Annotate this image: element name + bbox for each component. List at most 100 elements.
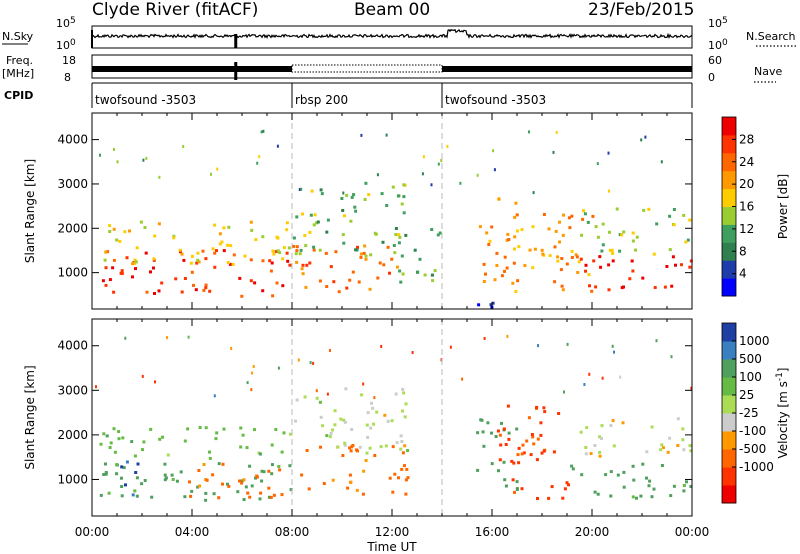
data-cell bbox=[281, 284, 285, 288]
data-cell bbox=[490, 225, 494, 229]
data-cell bbox=[260, 130, 263, 134]
data-cell bbox=[140, 482, 144, 486]
data-cell bbox=[326, 392, 329, 396]
data-cell bbox=[112, 227, 116, 231]
data-cell bbox=[289, 488, 293, 492]
data-cell bbox=[287, 246, 291, 250]
data-cell bbox=[630, 259, 634, 263]
data-cell bbox=[107, 491, 111, 495]
data-cell bbox=[295, 245, 299, 249]
data-cell bbox=[216, 167, 219, 171]
data-cell bbox=[583, 212, 587, 216]
cpid-segment-label: twofsound -3503 bbox=[445, 93, 546, 107]
data-cell bbox=[436, 233, 440, 237]
data-cell bbox=[250, 484, 254, 488]
data-cell bbox=[342, 241, 346, 245]
data-cell bbox=[226, 482, 229, 486]
data-cell bbox=[261, 259, 265, 263]
data-cell bbox=[312, 361, 315, 365]
data-cell bbox=[196, 258, 200, 262]
data-cell bbox=[113, 147, 115, 151]
data-cell bbox=[685, 480, 688, 484]
data-cell bbox=[183, 495, 187, 499]
data-cell bbox=[589, 452, 593, 455]
data-cell bbox=[653, 286, 657, 289]
data-cell bbox=[197, 469, 201, 472]
data-cell bbox=[513, 235, 517, 239]
data-cell bbox=[116, 160, 119, 164]
data-cell bbox=[655, 222, 659, 226]
data-cell bbox=[482, 444, 486, 448]
data-cell bbox=[211, 473, 215, 477]
data-cell bbox=[361, 492, 365, 496]
y-axis-label: Slant Range [km] bbox=[23, 365, 37, 469]
colorbar-segment bbox=[722, 413, 736, 432]
data-cell bbox=[152, 258, 156, 262]
data-cell bbox=[228, 262, 232, 266]
data-cell bbox=[99, 442, 103, 446]
data-cell bbox=[402, 183, 406, 187]
data-cell bbox=[682, 448, 686, 452]
data-cell bbox=[285, 228, 289, 232]
data-cell bbox=[404, 478, 408, 482]
data-cell bbox=[600, 436, 603, 440]
data-cell bbox=[413, 248, 417, 252]
x-tick-label: 00:00 bbox=[75, 525, 110, 539]
data-cell bbox=[613, 350, 615, 354]
data-cell bbox=[240, 479, 244, 483]
data-cell bbox=[349, 480, 353, 484]
data-cell bbox=[112, 258, 116, 262]
data-cell bbox=[261, 235, 265, 239]
data-cell bbox=[542, 449, 546, 453]
data-cell bbox=[561, 288, 565, 292]
data-cell bbox=[579, 257, 583, 261]
data-cell bbox=[528, 130, 530, 134]
data-cell bbox=[239, 426, 243, 430]
data-cell bbox=[593, 490, 597, 494]
freq-band-2 bbox=[291, 64, 443, 73]
station-title: Clyde River (fitACF) bbox=[92, 0, 259, 20]
data-cell bbox=[401, 272, 405, 276]
data-cell bbox=[621, 421, 625, 425]
data-cell bbox=[261, 289, 265, 293]
data-cell bbox=[373, 231, 377, 235]
data-cell bbox=[599, 265, 603, 269]
data-cell bbox=[402, 195, 406, 199]
data-cell bbox=[418, 257, 422, 261]
data-cell bbox=[269, 495, 273, 499]
data-cell bbox=[248, 495, 252, 499]
data-cell bbox=[295, 249, 299, 253]
data-cell bbox=[258, 497, 262, 501]
data-cell bbox=[115, 238, 119, 242]
data-cell bbox=[392, 244, 396, 247]
data-cell bbox=[136, 462, 140, 466]
data-cell bbox=[161, 435, 164, 439]
data-cell bbox=[220, 240, 224, 244]
nsky-tick-bottom: 100 bbox=[56, 38, 76, 52]
data-cell bbox=[541, 252, 545, 256]
data-cell bbox=[668, 248, 672, 252]
data-cell bbox=[570, 464, 574, 468]
colorbar-segment bbox=[722, 242, 736, 261]
data-cell bbox=[218, 242, 222, 246]
data-cell bbox=[502, 460, 506, 464]
data-cell bbox=[531, 266, 535, 270]
data-cell bbox=[476, 431, 480, 435]
data-cell bbox=[357, 280, 361, 284]
data-cell bbox=[210, 172, 212, 176]
data-cell bbox=[242, 498, 246, 501]
data-cell bbox=[275, 281, 279, 285]
data-cell bbox=[615, 207, 619, 211]
data-cell bbox=[391, 445, 395, 449]
data-cell bbox=[684, 240, 688, 244]
data-cell bbox=[556, 255, 560, 259]
data-cell bbox=[186, 427, 190, 431]
data-cell bbox=[594, 225, 598, 229]
data-cell bbox=[131, 262, 135, 266]
data-cell bbox=[108, 278, 112, 282]
data-cell bbox=[280, 493, 284, 497]
data-cell bbox=[644, 135, 647, 139]
data-cell bbox=[166, 336, 169, 340]
data-cell bbox=[298, 188, 301, 191]
